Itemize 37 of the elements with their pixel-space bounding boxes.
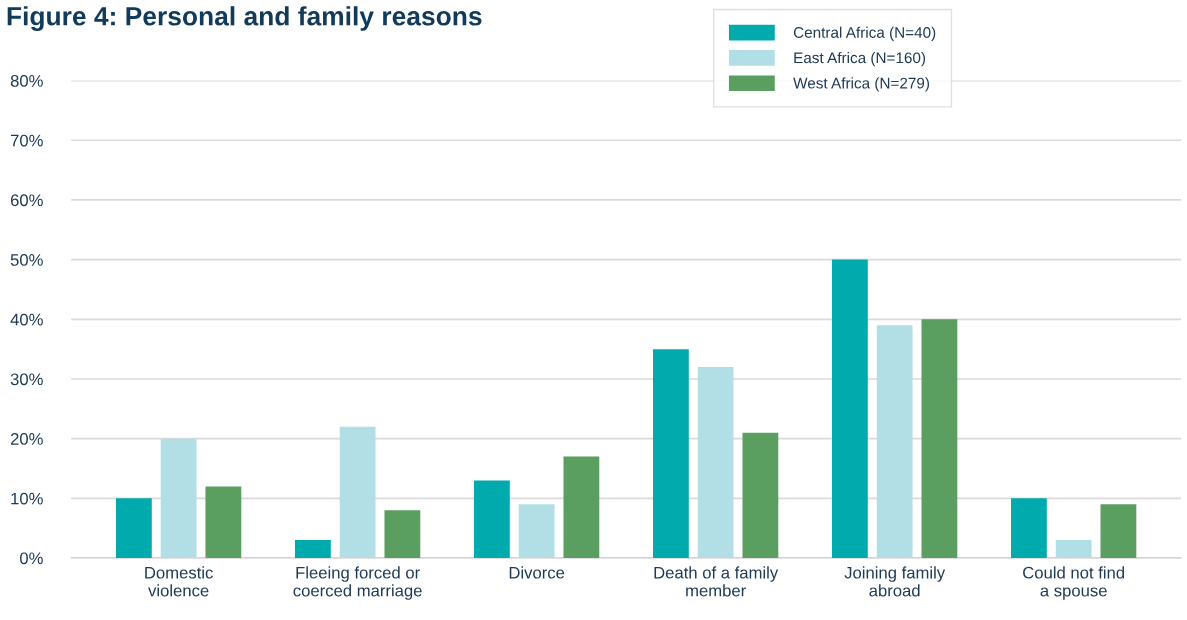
- bar: [115, 498, 152, 558]
- x-tick-label: Joining family abroad: [844, 566, 946, 597]
- y-tick-label: 80%: [10, 75, 43, 87]
- y-tick-label: 40%: [10, 313, 43, 326]
- legend-label: West Africa (N=279): [793, 77, 930, 92]
- bar: [339, 426, 376, 558]
- x-tick-label: Divorce: [509, 566, 565, 579]
- bar: [1100, 504, 1137, 558]
- y-tick-label: 0%: [20, 552, 43, 565]
- chart-title: Figure 4: Personal and family reasons: [7, 6, 482, 31]
- legend-label: East Africa (N=160): [794, 51, 926, 67]
- bar: [160, 438, 197, 558]
- y-tick-label: 60%: [10, 194, 43, 207]
- bar: [742, 432, 779, 558]
- bar: [832, 259, 868, 558]
- bar: [1011, 498, 1047, 558]
- y-tick-label: 10%: [11, 492, 43, 505]
- bar: [652, 349, 689, 558]
- x-tick-label: Could not find a spouse: [1023, 566, 1125, 600]
- bar: [563, 456, 600, 558]
- legend-label: Central Africa (N=40): [793, 26, 936, 41]
- y-tick-label: 30%: [10, 373, 43, 386]
- x-tick-label: Death of a family member: [654, 566, 779, 597]
- y-tick-label: 50%: [10, 254, 43, 266]
- x-tick-label: Domestic violence: [145, 566, 213, 597]
- bar: [205, 486, 242, 558]
- bar: [384, 510, 421, 558]
- x-tick-label: Fleeing forced or coerced marriage: [293, 566, 422, 600]
- y-tick-label: 70%: [10, 134, 43, 147]
- bar: [473, 480, 510, 558]
- bar: [294, 540, 331, 558]
- bar: [921, 319, 958, 558]
- bar: [697, 367, 734, 558]
- bar: [1055, 540, 1092, 558]
- bar: [876, 325, 913, 558]
- bar: [518, 504, 555, 558]
- y-tick-label: 20%: [10, 433, 43, 445]
